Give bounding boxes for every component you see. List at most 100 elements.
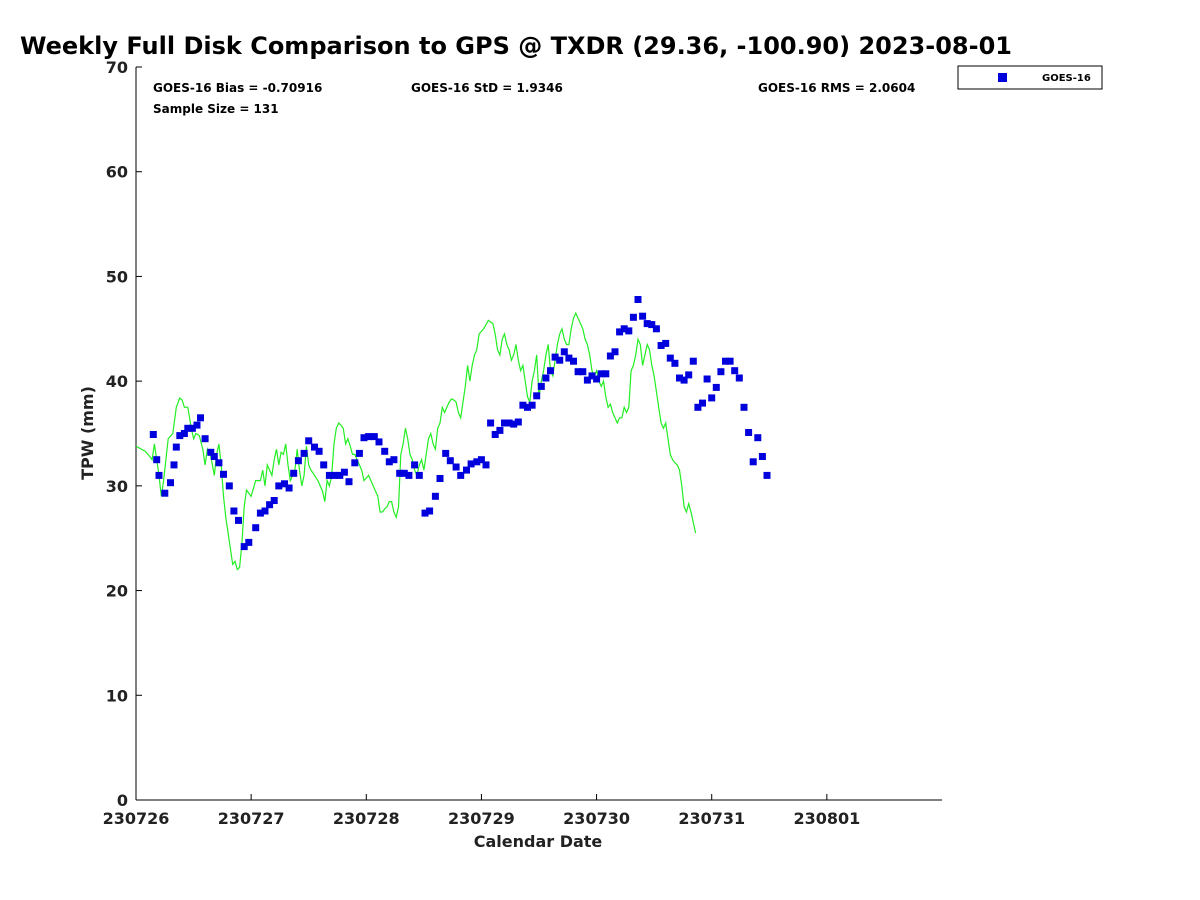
y-tick-label: 10 — [106, 686, 128, 705]
goes16-data-point — [731, 367, 739, 375]
goes16-data-point — [689, 357, 697, 365]
goes16-data-point — [620, 325, 628, 333]
goes16-data-point — [510, 420, 518, 428]
goes16-data-point — [533, 392, 541, 400]
goes16-data-point — [170, 461, 178, 469]
goes16-data-point — [315, 447, 323, 455]
goes16-data-point — [491, 431, 499, 438]
gps-tpw-line — [135, 311, 697, 571]
x-tick-label: 230730 — [563, 809, 630, 828]
goes16-data-point — [390, 456, 398, 464]
goes16-data-point — [676, 374, 683, 382]
goes16-data-point — [197, 414, 204, 422]
goes16-data-point — [588, 372, 596, 380]
y-tick-label: 30 — [106, 477, 128, 496]
goes16-data-point — [634, 296, 642, 303]
goes16-data-point — [355, 449, 363, 457]
goes16-data-point — [482, 461, 490, 469]
goes16-data-point — [201, 435, 209, 443]
goes16-data-point — [763, 471, 771, 479]
goes16-data-point — [431, 492, 439, 500]
goes16-data-point — [616, 328, 624, 336]
goes16-data-point — [708, 394, 716, 402]
goes16-data-point — [245, 538, 253, 546]
goes16-data-point — [528, 401, 536, 409]
goes16-data-point — [184, 424, 192, 432]
goes16-data-point — [365, 433, 373, 441]
goes16-data-point — [473, 458, 481, 466]
goes16-data-point — [294, 457, 302, 465]
goes16-data-point — [311, 443, 318, 451]
goes16-data-point — [685, 371, 693, 379]
goes16-data-point — [452, 463, 460, 471]
std-stat: GOES-16 StD = 1.9346 — [411, 81, 563, 95]
data-series — [135, 296, 771, 571]
goes16-data-point — [385, 458, 393, 466]
goes16-data-point — [583, 376, 591, 384]
goes16-data-point — [671, 359, 679, 367]
legend-box — [957, 65, 1103, 90]
goes16-data-point — [325, 471, 333, 479]
goes16-data-point — [487, 419, 495, 427]
goes16-data-point — [320, 461, 328, 469]
goes16-data-point — [436, 475, 444, 482]
goes16-data-point — [519, 401, 527, 409]
goes16-data-point — [467, 460, 475, 468]
goes16-data-point — [155, 471, 163, 479]
goes16-data-point — [625, 327, 633, 335]
x-tick-label: 230729 — [448, 809, 515, 828]
goes16-data-point — [305, 437, 313, 445]
y-tick-label: 40 — [106, 372, 128, 391]
goes16-data-point — [300, 449, 308, 457]
goes16-data-point — [351, 459, 359, 467]
goes16-data-point — [275, 482, 283, 490]
x-tick-label: 230727 — [218, 809, 285, 828]
chart-title: Weekly Full Disk Comparison to GPS @ TXD… — [20, 32, 1012, 60]
x-tick-label: 230731 — [678, 809, 745, 828]
goes16-data-point — [501, 419, 508, 427]
goes16-data-point — [666, 354, 674, 362]
x-tick-label: 230726 — [103, 809, 170, 828]
y-tick-label: 0 — [117, 791, 128, 810]
goes16-data-point — [680, 376, 688, 384]
goes16-data-point — [266, 501, 274, 509]
goes16-data-point — [593, 375, 601, 383]
goes16-data-point — [270, 497, 278, 504]
goes16-data-point — [524, 403, 531, 411]
goes16-data-point — [643, 320, 651, 328]
goes16-data-point — [176, 432, 184, 440]
y-tick-label: 60 — [106, 163, 128, 182]
goes16-data-point — [560, 348, 568, 356]
goes16-data-point — [411, 461, 419, 469]
goes16-data-point — [336, 471, 344, 479]
rms-stat: GOES-16 RMS = 2.0604 — [758, 81, 915, 95]
goes16-data-point — [360, 434, 368, 442]
goes16-data-point — [396, 469, 404, 477]
goes16-data-point — [400, 469, 408, 477]
goes16-data-point — [722, 357, 729, 365]
goes16-data-point — [570, 357, 577, 365]
goes16-data-point — [703, 375, 711, 383]
goes16-data-point — [662, 339, 670, 347]
goes16-data-point — [415, 471, 423, 479]
goes16-data-point — [285, 484, 293, 492]
goes16-data-point — [345, 478, 353, 486]
goes16-data-point — [261, 507, 269, 515]
goes16-data-point — [172, 443, 180, 451]
goes16-data-point — [505, 419, 513, 427]
goes16-data-point — [611, 348, 619, 356]
goes16-data-point — [193, 421, 201, 429]
goes16-data-point — [281, 480, 288, 488]
y-axis-label: TPW (mm) — [78, 386, 97, 480]
goes16-data-point — [565, 354, 573, 362]
x-tick-label: 230728 — [333, 809, 400, 828]
goes16-data-point — [225, 482, 233, 490]
goes16-data-point — [758, 453, 766, 460]
goes16-data-point — [551, 353, 559, 361]
goes16-data-point — [442, 449, 450, 457]
goes16-data-point — [542, 374, 550, 382]
goes16-data-point — [735, 374, 743, 382]
goes16-data-point — [340, 468, 348, 476]
y-tick-label: 50 — [106, 267, 128, 286]
